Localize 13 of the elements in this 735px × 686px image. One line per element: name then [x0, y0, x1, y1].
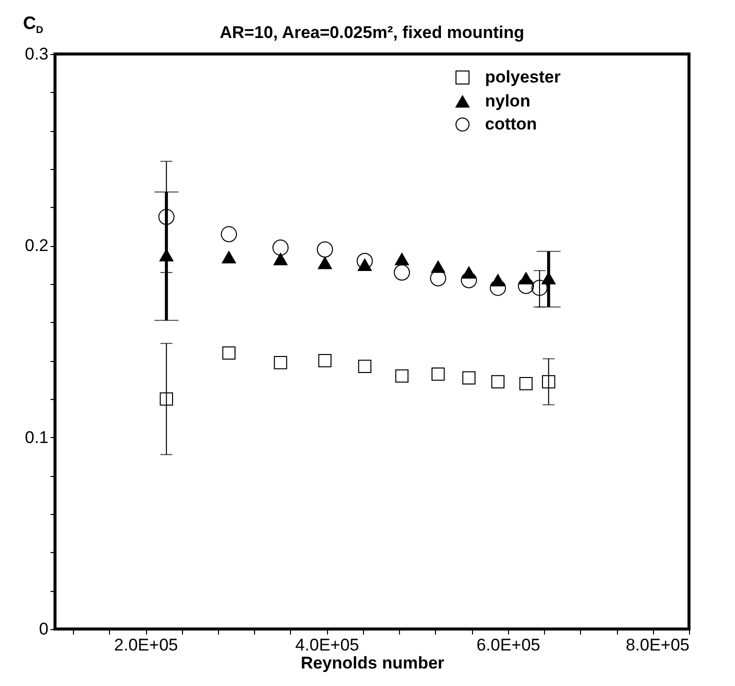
x-tick-label: 6.0E+05	[476, 636, 540, 654]
x-tick-label: 4.0E+05	[295, 636, 360, 654]
y-tick-label: 0.3	[24, 44, 48, 64]
y-tick-label: 0	[39, 620, 48, 638]
legend-label: polyester	[485, 68, 561, 86]
chart-title: AR=10, Area=0.025m², fixed mounting	[220, 23, 524, 42]
legend-label: cotton	[485, 114, 537, 134]
legend-label: nylon	[485, 92, 530, 110]
x-tick-label: 8.0E+05	[626, 636, 690, 654]
y-tick-label: 0.2	[24, 236, 48, 256]
x-tick-label: 2.0E+05	[114, 636, 178, 654]
x-axis-title: Reynolds number	[300, 654, 445, 672]
y-tick-label: 0.1	[24, 428, 48, 447]
